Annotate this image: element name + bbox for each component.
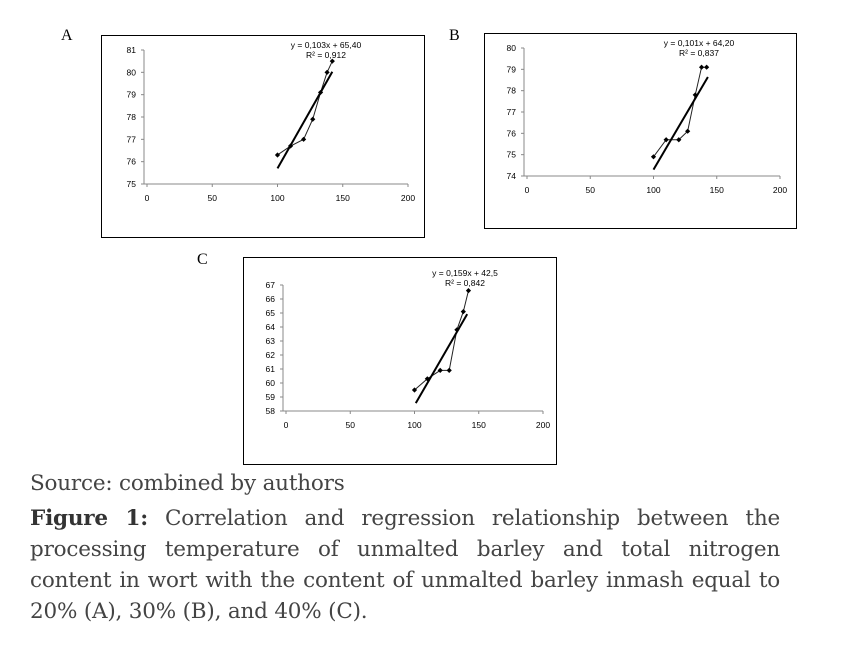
chart-c-x-tick-label: 0 bbox=[284, 420, 289, 430]
chart-a-data-point bbox=[329, 58, 335, 64]
chart-c-trendline bbox=[414, 313, 469, 404]
chart-c-x-tick-label: 150 bbox=[472, 420, 486, 430]
chart-a-y-tick-label: 79 bbox=[127, 90, 137, 100]
figure-label: Figure 1: bbox=[30, 506, 149, 531]
chart-a-x-tick-label: 50 bbox=[208, 193, 218, 203]
chart-a-svg: 75 76 77 78 79 80 81 0 50 100 150 200 y = 0,103x + 6… bbox=[127, 40, 416, 203]
chart-c-svg: 58 59 60 61 62 63 64 65 66 67 0 50 100 150 200 y = 0,15… bbox=[266, 268, 551, 430]
chart-b-x-tick-label: 0 bbox=[525, 185, 530, 195]
chart-a-x-tick-label: 100 bbox=[270, 193, 284, 203]
figure-caption: Figure 1: Correlation and regression rel… bbox=[30, 503, 780, 627]
chart-b-series-line bbox=[653, 66, 707, 158]
chart-a-series-line bbox=[277, 60, 333, 156]
chart-a-y-tick-label: 75 bbox=[127, 179, 137, 189]
chart-a-data-point bbox=[324, 69, 330, 75]
chart-b-y-tick-label: 76 bbox=[507, 128, 517, 138]
chart-c-y-tick-label: 67 bbox=[266, 280, 276, 290]
chart-b-svg: 74 75 76 77 78 79 80 0 50 100 150 200 y = 0,101x + 6… bbox=[507, 38, 788, 195]
chart-b-x-tick-label: 150 bbox=[710, 185, 724, 195]
chart-b-y-tick-label: 78 bbox=[507, 86, 517, 96]
chart-b-x-tick-label: 50 bbox=[586, 185, 596, 195]
chart-c-x-tick-label: 200 bbox=[536, 420, 550, 430]
panel-label-b: B bbox=[449, 27, 460, 44]
chart-a-data-point bbox=[301, 136, 307, 142]
chart-b-x-tick-label: 200 bbox=[773, 185, 787, 195]
chart-a-x-tick-label: 200 bbox=[401, 193, 415, 203]
chart-b-y-tick-label: 77 bbox=[507, 107, 517, 117]
chart-c-y-tick-label: 61 bbox=[266, 364, 276, 374]
chart-a-y-tick-label: 76 bbox=[127, 157, 137, 167]
chart-c-series-line bbox=[414, 290, 469, 391]
chart-panel-a: 75 76 77 78 79 80 81 0 50 100 150 200 y = 0,103x + 6… bbox=[101, 35, 425, 238]
chart-b-data-point bbox=[704, 64, 710, 70]
chart-b-y-tick-label: 79 bbox=[507, 64, 517, 74]
chart-a-trendline bbox=[276, 71, 334, 169]
chart-c-y-tick-label: 59 bbox=[266, 392, 276, 402]
chart-a-y-tick-label: 77 bbox=[127, 134, 137, 144]
chart-a-data-point bbox=[310, 116, 316, 122]
chart-a-r2: R² = 0,912 bbox=[306, 50, 346, 60]
chart-c-y-tick-label: 64 bbox=[266, 322, 276, 332]
chart-c-y-tick-label: 63 bbox=[266, 336, 276, 346]
chart-a-x-tick-label: 150 bbox=[336, 193, 350, 203]
chart-b-y-tick-label: 75 bbox=[507, 150, 517, 160]
chart-a-y-tick-label: 78 bbox=[127, 112, 137, 122]
chart-c-data-point bbox=[465, 288, 472, 294]
chart-b-data-point bbox=[698, 64, 705, 70]
chart-c-y-tick-label: 65 bbox=[266, 308, 276, 318]
chart-c-x-tick-label: 100 bbox=[407, 420, 421, 430]
chart-c-data-point bbox=[437, 367, 443, 373]
chart-c-data-point bbox=[460, 309, 466, 315]
chart-c-data-point bbox=[446, 367, 452, 373]
source-note: Source: combined by authors bbox=[30, 471, 345, 496]
chart-b-y-tick-label: 74 bbox=[507, 171, 517, 181]
chart-c-y-tick-label: 66 bbox=[266, 294, 276, 304]
panel-label-a: A bbox=[61, 27, 73, 44]
chart-c-x-tick-label: 50 bbox=[346, 420, 356, 430]
chart-a-x-tick-label: 0 bbox=[145, 193, 150, 203]
chart-panel-b: 74 75 76 77 78 79 80 0 50 100 150 200 y = 0,101x + 6… bbox=[484, 33, 797, 229]
chart-b-r2: R² = 0,837 bbox=[679, 48, 719, 58]
chart-c-data-point bbox=[411, 387, 418, 393]
chart-b-x-tick-label: 100 bbox=[646, 185, 660, 195]
chart-c-y-tick-label: 58 bbox=[266, 406, 276, 416]
chart-c-y-tick-label: 60 bbox=[266, 378, 276, 388]
chart-a-data-point bbox=[274, 152, 281, 158]
panel-label-c: C bbox=[197, 251, 208, 268]
chart-a-y-tick-label: 81 bbox=[127, 45, 137, 55]
chart-c-equation: y = 0,159x + 42,5 bbox=[432, 268, 498, 278]
chart-c-y-tick-label: 62 bbox=[266, 350, 276, 360]
figure-caption-text: Correlation and regression relationship … bbox=[30, 506, 781, 624]
chart-a-y-tick-label: 80 bbox=[127, 67, 137, 77]
chart-c-r2: R² = 0,842 bbox=[445, 278, 485, 288]
chart-b-trendline bbox=[652, 76, 709, 171]
chart-b-y-tick-label: 80 bbox=[507, 43, 517, 53]
chart-b-equation: y = 0,101x + 64,20 bbox=[664, 38, 735, 48]
chart-b-data-point bbox=[650, 154, 657, 160]
chart-a-equation: y = 0,103x + 65,40 bbox=[291, 40, 362, 50]
chart-panel-c: 58 59 60 61 62 63 64 65 66 67 0 50 100 150 200 y = 0,15… bbox=[243, 257, 557, 465]
